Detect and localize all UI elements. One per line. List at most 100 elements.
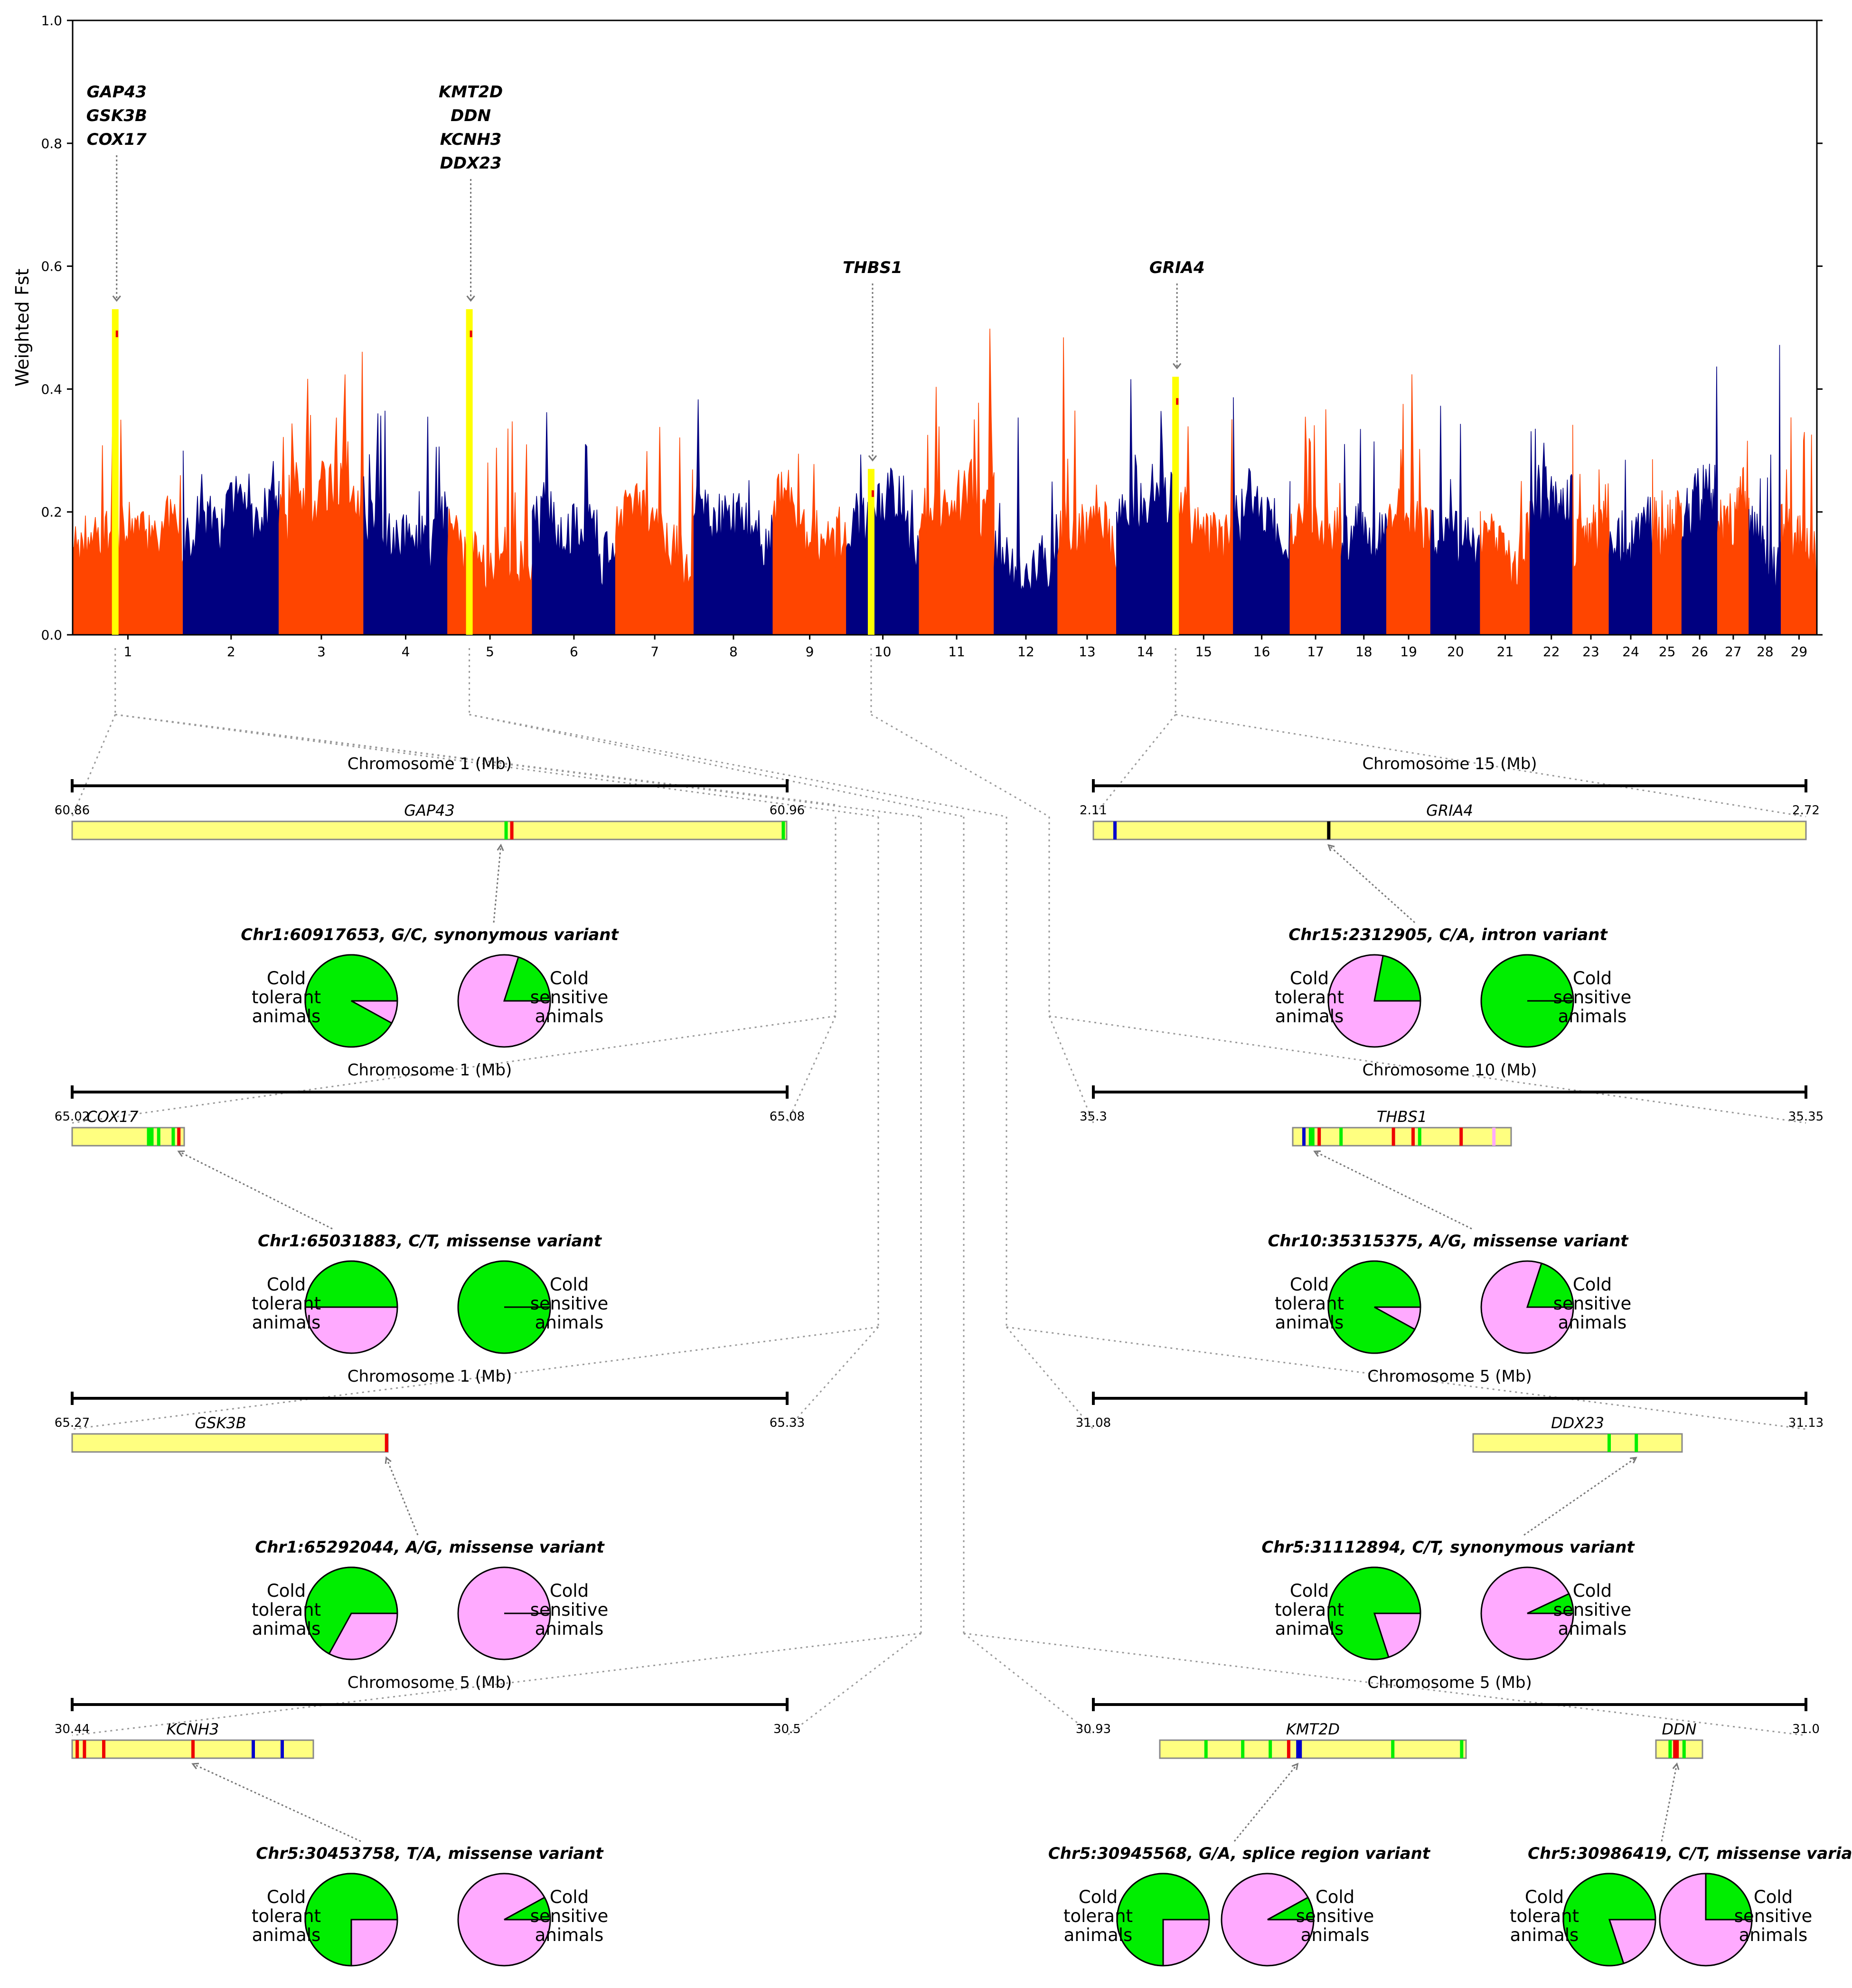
chromosome-24-bars (1608, 460, 1653, 635)
x-tick-label-chr10: 10 (874, 644, 892, 660)
gene-name-DDN: DDN (1662, 1720, 1696, 1738)
gene-bar-KMT2D-variant-mark (1391, 1740, 1395, 1758)
peak-gene-label: THBS1 (843, 258, 902, 277)
pie-cold-sensitive-6-green-slice (1527, 1592, 1574, 1614)
y-tick-label: 0.6 (41, 259, 62, 274)
gene-name-COX17: COX17 (86, 1108, 139, 1126)
gene-bar-THBS1 (1292, 1127, 1512, 1147)
gene-bar-GSK3B (71, 1433, 389, 1453)
x-tick-label-chr25: 25 (1659, 644, 1676, 660)
variant-pointer-head (191, 1762, 199, 1770)
pie-cold-sensitive-4 (1480, 954, 1574, 1048)
variant-pointer (1523, 1457, 1637, 1536)
tolerant-label: tolerant (1275, 1293, 1344, 1314)
gene-bar-GRIA4-variant-mark (1113, 821, 1117, 839)
variant-pointer-head (497, 843, 504, 851)
pie-cold-sensitive-1 (457, 1260, 551, 1354)
tolerant-label: Cold (1525, 1887, 1564, 1907)
x-tick-label-chr9: 9 (806, 644, 814, 660)
tolerant-label: animals (1510, 1925, 1579, 1945)
peak-marker-chr1 (115, 330, 118, 338)
gene-name-GAP43: GAP43 (404, 801, 455, 820)
sensitive-label: Cold (1573, 968, 1612, 989)
tolerant-label: tolerant (1275, 987, 1344, 1008)
chromosome-9-profile (772, 453, 847, 635)
x-tick-label-chr26: 26 (1691, 644, 1708, 660)
sensitive-label: Cold (550, 1581, 589, 1601)
pie-cold-tolerant-3-green-slice (304, 1873, 398, 1967)
tolerant-label: animals (1275, 1006, 1344, 1027)
panel-GSK3B: Chromosome 1 (Mb) 65.27 65.33 GSK3B Chr1:652… (55, 1367, 805, 1660)
peak-marker-chr10 (871, 490, 874, 497)
peak-annotations: GAP43 GSK3B COX17 KMT2D DDN KCNH3 DDX23 THBS1 GR… (86, 83, 1205, 635)
chromosome-15-profile (1173, 419, 1234, 635)
gene-bar-COX17-variant-mark (147, 1128, 154, 1146)
sensitive-label: sensitive (1296, 1906, 1374, 1926)
peak-gene-label: GAP43 (87, 83, 147, 102)
connector-line (1049, 1015, 1806, 1124)
sensitive-label: sensitive (1553, 1293, 1632, 1314)
sensitive-label: Cold (550, 1887, 589, 1907)
connector-line (1175, 714, 1806, 818)
connector-line (786, 1016, 837, 1123)
x-tick-label-chr1: 1 (124, 644, 132, 660)
gene-bar-GAP43 (71, 820, 788, 840)
chromosome-6-profile (532, 412, 616, 635)
gene-bar-DDX23-variant-mark (1635, 1434, 1638, 1452)
chromosome-28-profile (1749, 345, 1782, 635)
chromosome-1-profile (72, 419, 184, 635)
connector-line (469, 714, 1007, 818)
chromosome-axis-title: Chromosome 5 (Mb) (1367, 1367, 1532, 1386)
axis-start-label: 2.11 (1080, 803, 1107, 818)
variant-pointer (1314, 1150, 1472, 1230)
gene-bar-KMT2D-variant-mark (1269, 1740, 1272, 1758)
connector-line (72, 1326, 879, 1430)
sensitive-label: Cold (1316, 1887, 1354, 1907)
chromosome-18-bars (1341, 429, 1387, 635)
y-tick-label: 0.2 (41, 504, 62, 520)
gene-bar-KCNH3-variant-mark (252, 1740, 255, 1758)
sensitive-label: animals (535, 1619, 604, 1639)
gene-bar-KCNH3-variant-mark (102, 1740, 106, 1758)
x-tick-label-chr15: 15 (1195, 644, 1212, 660)
chromosome-12-bars (994, 417, 1058, 635)
pie-cold-sensitive-3-green-slice (504, 1896, 551, 1921)
pie-cold-tolerant-2 (304, 1566, 398, 1660)
chromosome-25-profile (1652, 459, 1683, 635)
y-tick-label: 0.4 (41, 381, 62, 397)
peak-highlight-chr10 (867, 469, 874, 635)
axis-end-label: 65.08 (770, 1110, 805, 1124)
x-axis-ticks: 1 2 3 4 5 6 7 8 9 10 11 12 13 14 15 16 17 18 19 20 21 22 23 24 2… (124, 635, 1807, 660)
gene-bar-KCNH3-variant-mark (280, 1740, 284, 1758)
connector-line (963, 1632, 1094, 1736)
gene-name-KMT2D: KMT2D (1286, 1720, 1340, 1738)
x-tick-label-chr23: 23 (1582, 644, 1599, 660)
x-tick-label-chr3: 3 (317, 644, 326, 660)
variant-pointer (1661, 1763, 1678, 1842)
variant-pointer-head (385, 1456, 392, 1464)
panel-DDN: DDN Chr5:30986419, C/T, missense variant C… (1510, 1720, 1852, 1967)
chromosome-24-profile (1608, 460, 1653, 635)
chromosome-7-profile (615, 427, 695, 635)
y-tick-label: 0.8 (41, 136, 62, 151)
variant-label-3: Chr5:30453758, T/A, missense variant (256, 1844, 604, 1863)
sensitive-label: sensitive (530, 1600, 609, 1620)
variant-label-7: Chr5:30945568, G/A, splice region varian… (1048, 1844, 1431, 1863)
gene-bar-GAP43-variant-mark (781, 821, 785, 839)
chromosome-25-bars (1652, 459, 1683, 635)
chromosome-22-bars (1530, 428, 1573, 635)
gene-name-KCNH3: KCNH3 (167, 1720, 219, 1738)
variant-pointer-head (1327, 844, 1335, 851)
chromosome-16-profile (1233, 397, 1291, 635)
chromosome-19-bars (1386, 374, 1431, 635)
tolerant-label: Cold (1079, 1887, 1118, 1907)
tolerant-label: tolerant (252, 1600, 321, 1620)
pie-cold-tolerant-8-green-slice (1562, 1873, 1656, 1967)
connector-line (72, 1632, 921, 1736)
tolerant-label: tolerant (252, 1906, 321, 1926)
chromosome-13-profile (1057, 337, 1117, 635)
sensitive-label: Cold (1573, 1581, 1612, 1601)
tolerant-label: animals (1275, 1619, 1344, 1639)
gene-name-GRIA4: GRIA4 (1426, 801, 1473, 820)
gene-bar-DDX23 (1472, 1433, 1683, 1453)
